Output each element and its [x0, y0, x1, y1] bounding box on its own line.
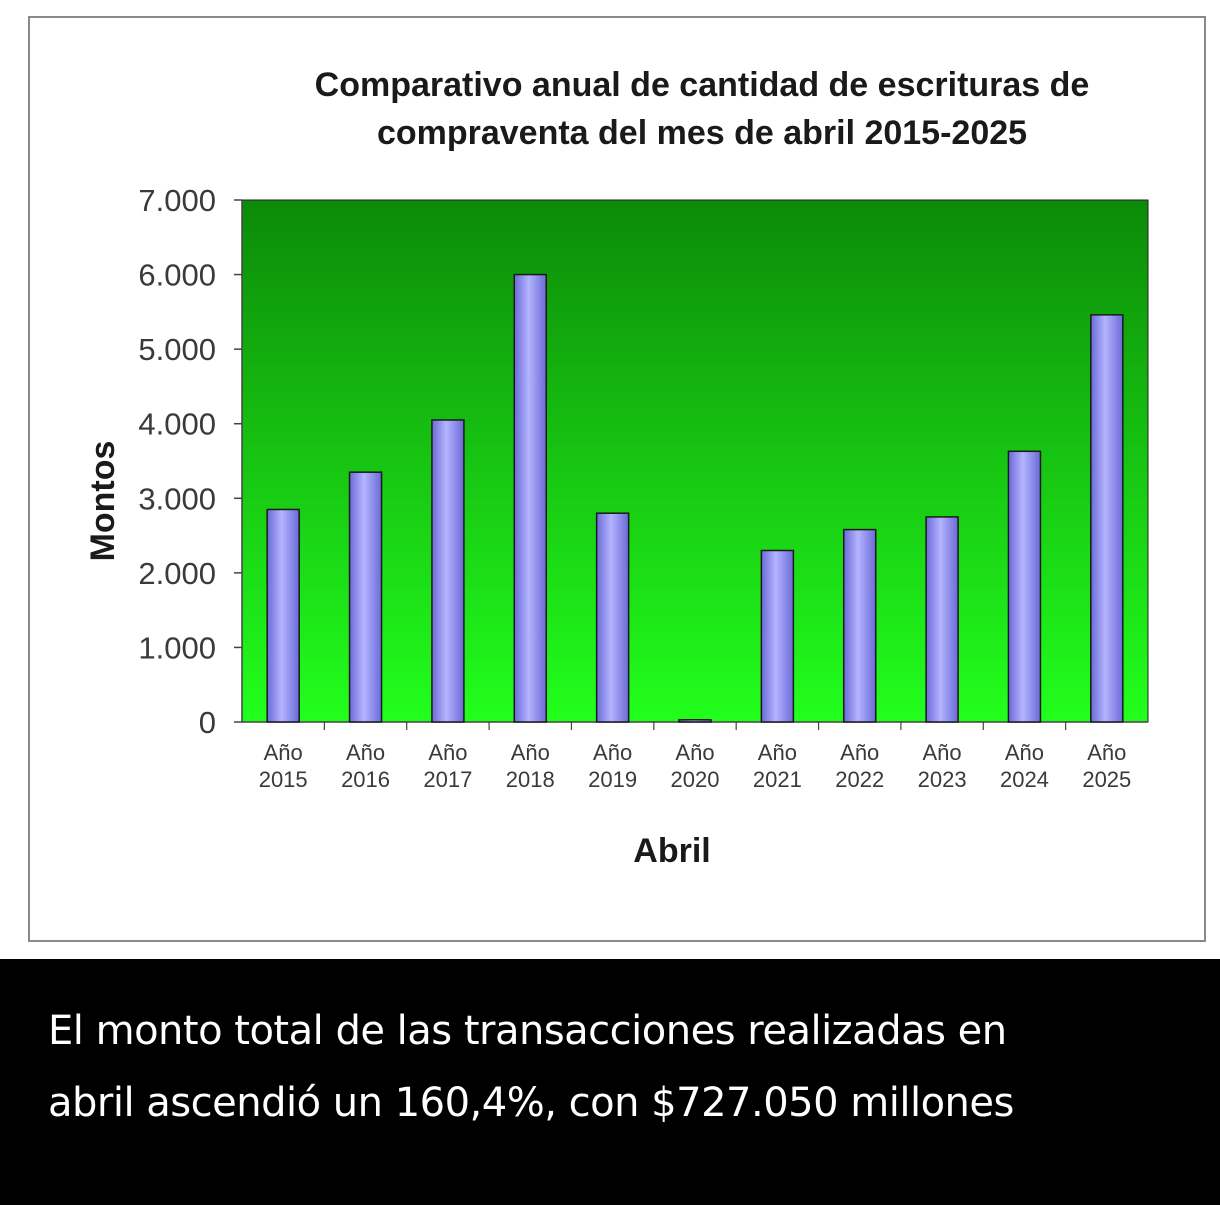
bars — [266, 273, 1124, 723]
chart-frame: Comparativo anual de cantidad de escritu… — [28, 16, 1206, 942]
y-tick-label: 3.000 — [138, 481, 216, 516]
x-axis-ticks: Año2015Año2016Año2017Año2018Año2019Año20… — [259, 722, 1131, 792]
caption-text: El monto total de las transacciones real… — [48, 995, 1178, 1139]
bar — [595, 512, 630, 723]
bar — [760, 549, 795, 723]
x-tick-label: Año — [428, 740, 467, 765]
y-tick-label: 7.000 — [138, 183, 216, 218]
x-tick-label: 2017 — [423, 767, 472, 792]
caption-line-1: El monto total de las transacciones real… — [48, 1008, 1007, 1054]
chart-title: Comparativo anual de cantidad de escritu… — [315, 66, 1090, 152]
bar — [1090, 314, 1124, 723]
x-tick-label: 2024 — [1000, 767, 1049, 792]
bar-chart: Comparativo anual de cantidad de escritu… — [84, 66, 1149, 870]
bar — [348, 471, 383, 723]
x-tick-label: 2015 — [259, 767, 308, 792]
y-tick-label: 2.000 — [138, 556, 216, 591]
x-tick-label: Año — [1005, 740, 1044, 765]
x-tick-label: 2019 — [588, 767, 637, 792]
x-tick-label: Año — [264, 740, 303, 765]
x-tick-label: Año — [923, 740, 962, 765]
x-tick-label: Año — [758, 740, 797, 765]
caption-line-2: abril ascendió un 160,4%, con $727.050 m… — [48, 1080, 1014, 1126]
x-axis-label: Abril — [633, 832, 710, 870]
x-tick-label: Año — [840, 740, 879, 765]
x-tick-label: 2025 — [1082, 767, 1131, 792]
x-tick-label: 2022 — [835, 767, 884, 792]
y-axis-label: Montos — [84, 441, 122, 562]
x-tick-label: 2018 — [506, 767, 555, 792]
bar — [266, 508, 300, 723]
bar — [925, 516, 959, 723]
y-tick-label: 6.000 — [138, 258, 216, 293]
bar — [431, 419, 465, 723]
x-tick-label: Año — [593, 740, 632, 765]
x-tick-label: 2021 — [753, 767, 802, 792]
chart-title-line-2: compraventa del mes de abril 2015-2025 — [377, 114, 1027, 152]
bar — [1007, 450, 1042, 723]
x-tick-label: Año — [1087, 740, 1126, 765]
bar — [513, 273, 548, 723]
chart-title-line-1: Comparativo anual de cantidad de escritu… — [315, 66, 1090, 104]
x-tick-label: Año — [511, 740, 550, 765]
caption-banner: El monto total de las transacciones real… — [0, 959, 1220, 1205]
plot-area — [241, 199, 1149, 723]
y-tick-label: 5.000 — [138, 332, 216, 367]
x-tick-label: Año — [675, 740, 714, 765]
y-tick-label: 1.000 — [138, 630, 216, 665]
x-tick-label: 2023 — [918, 767, 967, 792]
y-tick-label: 0 — [199, 705, 216, 740]
y-tick-label: 4.000 — [138, 407, 216, 442]
x-tick-label: Año — [346, 740, 385, 765]
x-tick-label: 2020 — [671, 767, 720, 792]
y-axis-ticks: 0 1.000 2.000 3.000 4.000 5.000 6.000 7.000 — [138, 183, 242, 740]
bar — [678, 719, 712, 723]
x-tick-label: 2016 — [341, 767, 390, 792]
bar — [842, 528, 877, 723]
